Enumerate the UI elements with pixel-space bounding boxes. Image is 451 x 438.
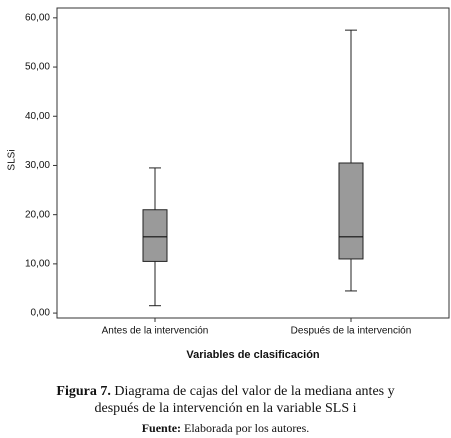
source-label: Fuente:	[141, 421, 182, 435]
y-axis-label: SLSi	[7, 149, 18, 170]
x-tick-label: Después de la intervención	[291, 326, 412, 337]
y-tick-label: 30,00	[25, 160, 50, 171]
y-tick-label: 20,00	[25, 209, 50, 220]
source: Fuente: Elaborada por los autores.	[0, 421, 451, 436]
chart: SLSi Variables de clasificación 0,00 10,0…	[7, 7, 450, 361]
x-tick-label: Antes de la intervención	[102, 326, 209, 337]
y-tick-label: 60,00	[25, 12, 50, 23]
y-tick-label: 50,00	[25, 62, 50, 73]
y-tick-label: 10,00	[25, 259, 50, 270]
caption-line: después de la intervención en la variabl…	[94, 401, 357, 416]
source-text: Elaborada por los autores.	[184, 421, 310, 435]
caption: Figura 7. Diagrama de cajas del valor de…	[0, 383, 451, 417]
figure-label: Figura 7.	[56, 384, 111, 399]
x-axis-label: Variables de clasificación	[186, 349, 320, 361]
box	[142, 209, 168, 262]
caption-line: Diagrama de cajas del valor de la median…	[114, 384, 395, 399]
y-tick-label: 40,00	[25, 111, 50, 122]
plot-frame	[56, 7, 450, 319]
box	[338, 162, 364, 260]
y-tick-label: 0,00	[31, 308, 51, 319]
